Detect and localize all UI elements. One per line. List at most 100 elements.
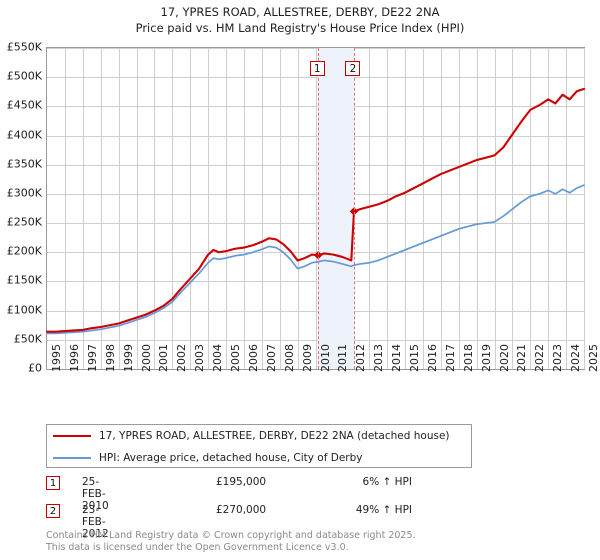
- gridline-vertical: [387, 48, 389, 369]
- chart-title-block: 17, YPRES ROAD, ALLESTREE, DERBY, DE22 2…: [0, 4, 600, 36]
- transaction-date-1: 25-FEB-2010: [82, 476, 109, 512]
- x-axis-tick-label: 2016: [425, 344, 439, 372]
- x-axis-tick-label: 2000: [139, 344, 153, 372]
- y-axis-tick-label: £400K: [6, 128, 42, 142]
- transaction-date-2: 23-FEB-2012: [82, 504, 109, 540]
- x-axis-tick-label: 2021: [515, 344, 529, 372]
- gridline-vertical: [279, 48, 281, 369]
- x-axis-tick-label: 1999: [121, 344, 135, 372]
- y-axis-tick-label: £0: [28, 361, 42, 375]
- x-axis-tick-label: 2022: [533, 344, 547, 372]
- legend-item-property: 17, YPRES ROAD, ALLESTREE, DERBY, DE22 2…: [47, 425, 471, 447]
- gridline-vertical: [297, 48, 299, 369]
- legend-item-hpi: HPI: Average price, detached house, City…: [47, 447, 471, 469]
- x-axis-tick-label: 1995: [50, 344, 63, 372]
- x-axis-tick-label: 2008: [282, 344, 296, 372]
- chart-plot-area: [45, 47, 586, 370]
- legend-label-hpi: HPI: Average price, detached house, City…: [99, 452, 363, 464]
- gridline-vertical: [261, 48, 263, 369]
- x-axis-tick-label: 1996: [67, 344, 81, 372]
- gridline-vertical: [566, 48, 568, 369]
- gridline-vertical: [64, 48, 66, 369]
- sale-period-band: [318, 48, 354, 369]
- sale-callout-2[interactable]: 2: [345, 61, 361, 76]
- x-axis-tick-label: 2006: [246, 344, 260, 372]
- gridline-vertical: [548, 48, 550, 369]
- series-lines: [45, 87, 586, 335]
- y-axis-tick-label: £550K: [6, 40, 42, 54]
- gridline-vertical: [118, 48, 120, 369]
- x-axis-tick-label: 2004: [211, 344, 225, 372]
- x-axis-tick-label: 2012: [354, 344, 368, 372]
- x-axis-tick-label: 2001: [157, 344, 171, 372]
- transaction-hpi-2: 49% ↑ HPI: [355, 504, 412, 516]
- gridline-vertical: [369, 48, 371, 369]
- x-axis-tick-label: 2025: [587, 344, 600, 372]
- footer-line-1: Contains HM Land Registry data © Crown c…: [46, 530, 416, 541]
- transaction-index-2: 2: [46, 504, 60, 518]
- gridline-vertical: [190, 48, 192, 369]
- gridline-vertical: [243, 48, 245, 369]
- gridline-vertical: [405, 48, 406, 369]
- x-axis-tick-label: 2015: [408, 344, 421, 372]
- sale-callout-1[interactable]: 1: [309, 61, 325, 76]
- x-axis-tick-label: 2010: [318, 344, 332, 372]
- y-axis-tick-label: £350K: [6, 157, 42, 171]
- transaction-price-2: £270,000: [216, 504, 267, 516]
- gridline-vertical: [422, 48, 424, 369]
- gridline-vertical: [476, 48, 478, 369]
- y-axis-tick-label: £150K: [6, 273, 42, 287]
- x-axis-tick-label: 2003: [193, 344, 207, 372]
- transaction-hpi-1: 6% ↑ HPI: [362, 476, 412, 488]
- x-axis-tick-label: 2023: [551, 344, 565, 372]
- legend-swatch-property: [53, 435, 91, 437]
- gridline-vertical: [82, 48, 84, 369]
- gridline-vertical: [584, 48, 585, 369]
- x-axis-tick-label: 2020: [497, 344, 511, 372]
- legend-label-property: 17, YPRES ROAD, ALLESTREE, DERBY, DE22 2…: [99, 430, 450, 442]
- x-axis-tick-label: 2014: [390, 344, 404, 372]
- transaction-price-1: £195,000: [216, 476, 267, 488]
- y-axis-labels: £0 £50K £100K £150K £200K £250K £300K £350K £400…: [0, 0, 42, 420]
- y-axis-tick-label: £50K: [13, 332, 42, 346]
- x-axis-tick-label: 2009: [300, 344, 314, 372]
- gridline-vertical: [494, 48, 496, 369]
- transaction-index-1: 1: [46, 476, 60, 490]
- gridline-vertical: [226, 48, 227, 369]
- chart-legend: 17, YPRES ROAD, ALLESTREE, DERBY, DE22 2…: [46, 424, 472, 468]
- x-axis-tick-label: 2018: [461, 344, 475, 372]
- gridline-vertical: [458, 48, 460, 369]
- x-axis-tick-label: 2005: [229, 344, 242, 372]
- x-axis-tick-label: 2019: [479, 344, 493, 372]
- y-axis-tick-label: £200K: [6, 244, 42, 258]
- gridline-vertical: [208, 48, 210, 369]
- page-subtitle: Price paid vs. HM Land Registry's House …: [135, 21, 465, 35]
- series-line: [45, 87, 586, 333]
- gridline-vertical: [315, 48, 317, 369]
- page-title: 17, YPRES ROAD, ALLESTREE, DERBY, DE22 2…: [160, 5, 440, 19]
- sale-marker-line: [318, 48, 320, 369]
- legend-swatch-hpi: [53, 457, 91, 459]
- x-axis-tick-label: 2017: [443, 344, 457, 372]
- y-axis-tick-label: £450K: [6, 98, 42, 112]
- x-axis-tick-label: 2013: [372, 344, 386, 372]
- series-line: [46, 184, 585, 335]
- footer-line-2: This data is licensed under the Open Gov…: [46, 541, 349, 553]
- gridline-vertical: [172, 48, 174, 369]
- y-axis-tick-label: £250K: [6, 215, 42, 229]
- gridline-vertical: [440, 48, 442, 369]
- x-axis-tick-label: 1998: [103, 344, 117, 372]
- gridline-vertical: [136, 48, 138, 369]
- x-axis-tick-label: 2024: [569, 344, 583, 372]
- x-axis-tick-label: 1997: [85, 344, 99, 372]
- x-axis-tick-label: 2002: [175, 344, 189, 372]
- gridline-vertical: [154, 48, 156, 369]
- gridline-vertical: [100, 48, 102, 369]
- gridline-vertical: [530, 48, 532, 369]
- footer-attribution: Contains HM Land Registry data © Crown c…: [46, 530, 586, 553]
- sale-marker-line: [353, 48, 355, 369]
- y-axis-tick-label: £500K: [6, 69, 42, 83]
- x-axis-tick-label: 2011: [336, 344, 350, 372]
- y-axis-tick-label: £100K: [6, 303, 42, 317]
- y-axis-tick-label: £300K: [6, 186, 42, 200]
